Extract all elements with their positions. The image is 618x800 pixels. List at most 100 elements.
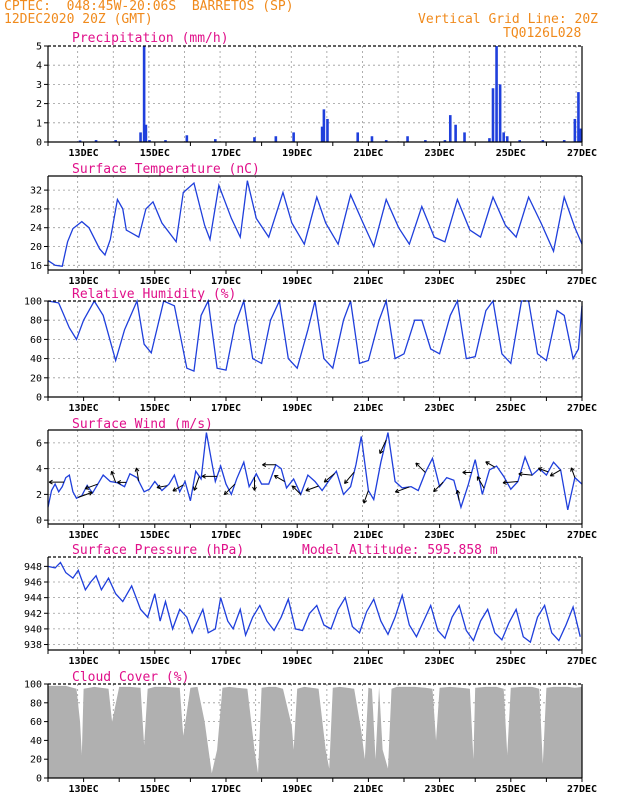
wind-arrow [201, 473, 218, 479]
x-tick-label: 19DEC [282, 784, 312, 795]
wind-arrow [262, 462, 276, 468]
x-tick-label: 13DEC [69, 148, 99, 159]
y-tick-label: 946 [24, 578, 42, 589]
x-tick-label: 21DEC [353, 148, 383, 159]
y-tick-label: 4 [36, 61, 42, 72]
panel-annotation: Model Altitude: 595.858 m [302, 543, 498, 558]
precip-bar [577, 92, 580, 142]
wind-arrow [291, 485, 302, 495]
cloud-cover-area [48, 685, 582, 778]
panel-1: Precipitation (mm/h) 0 1 2 3 4 5 13DEC 15DEC 17DE… [36, 31, 597, 159]
y-tick-label: 6 [36, 438, 42, 449]
x-tick-label: 23DEC [425, 656, 455, 667]
precip-bar [505, 136, 509, 142]
wind-arrows [48, 439, 576, 504]
header-grid-note: Vertical Grid Line: 20Z [418, 12, 599, 27]
x-tick-label: 25DEC [496, 530, 526, 541]
precip-bar [502, 132, 505, 142]
x-tick-label: 21DEC [353, 656, 383, 667]
wind-arrow [518, 471, 533, 477]
x-tick-label: 15DEC [140, 784, 170, 795]
grid-lines [48, 300, 582, 398]
x-tick-label: 23DEC [425, 148, 455, 159]
x-tick-label: 13DEC [69, 784, 99, 795]
precip-bar [185, 135, 189, 142]
panel-title: Precipitation (mm/h) [72, 31, 229, 46]
x-tick-label: 17DEC [211, 148, 241, 159]
precip-bar [424, 140, 427, 142]
wind-arrow [549, 469, 561, 477]
wind-arrow [223, 483, 236, 496]
x-tick-label: 23DEC [425, 276, 455, 287]
precip-bar [454, 124, 457, 142]
precip-bar [498, 84, 502, 142]
y-tick-label: 20 [30, 755, 42, 766]
grid-lines [48, 557, 582, 650]
x-tick-label: 27DEC [567, 784, 597, 795]
precip-bar [142, 46, 146, 142]
x-tick-label: 23DEC [425, 784, 455, 795]
precip-bar [148, 140, 151, 142]
y-tick-label: 942 [24, 609, 42, 620]
precip-bar [94, 140, 98, 142]
y-tick-label: 0 [36, 393, 42, 404]
precip-bar [384, 140, 388, 142]
panel-5: Surface Pressure (hPa) Model Altitude: 59… [24, 543, 597, 667]
precip-bar [114, 140, 117, 142]
wind-arrow [502, 480, 518, 485]
y-tick-label: 40 [30, 736, 42, 747]
x-tick-label: 21DEC [353, 784, 383, 795]
y-tick-label: 20 [30, 373, 42, 384]
grid-lines [48, 176, 582, 270]
panel-title: Cloud Cover (%) [72, 670, 189, 685]
precip-bar [463, 132, 466, 142]
x-tick-label: 21DEC [353, 403, 383, 414]
x-tick-label: 15DEC [140, 403, 170, 414]
wind-arrow [379, 439, 387, 454]
y-tick-label: 24 [30, 223, 42, 234]
wind-arrow [394, 486, 410, 494]
y-tick-label: 4 [36, 464, 42, 475]
precip-bar [578, 128, 582, 142]
precip-bar [253, 137, 256, 142]
precip-bar [448, 115, 452, 142]
x-tick-label: 27DEC [567, 403, 597, 414]
wind-arrow [84, 483, 99, 490]
y-tick-label: 80 [30, 698, 42, 709]
wind-arrow [305, 485, 319, 492]
x-tick-label: 19DEC [282, 148, 312, 159]
y-tick-label: 944 [24, 593, 42, 604]
panel-4: Surface Wind (m/s) 0 2 4 6 13DEC 15DEC 17DEC 19D… [36, 417, 597, 541]
precip-bar [322, 109, 326, 142]
panel-title: Surface Wind (m/s) [72, 417, 213, 432]
precip-bar [518, 140, 521, 142]
precip-bar [495, 46, 498, 142]
header-station: CPTEC: 048:45W-20:06S BARRETOS (SP) [4, 0, 294, 14]
series-line [47, 561, 581, 644]
wind-arrow [323, 473, 335, 483]
grid-lines [48, 45, 582, 143]
precip-bar [541, 140, 545, 142]
precip-bar [562, 140, 566, 142]
y-tick-label: 32 [30, 186, 42, 197]
x-tick-label: 15DEC [140, 656, 170, 667]
wind-arrow [462, 470, 472, 475]
x-tick-label: 13DEC [69, 276, 99, 287]
x-tick-label: 19DEC [282, 530, 312, 541]
y-tick-label: 0 [36, 516, 42, 527]
x-tick-label: 23DEC [425, 403, 455, 414]
precip-bar [164, 140, 167, 142]
y-tick-label: 948 [24, 562, 42, 573]
precip-bar [370, 136, 374, 142]
series-line [47, 180, 583, 267]
wind-arrow [485, 461, 496, 468]
x-tick-label: 21DEC [353, 530, 383, 541]
x-tick-label: 13DEC [69, 403, 99, 414]
y-tick-label: 60 [30, 335, 42, 346]
y-tick-label: 0 [36, 138, 42, 149]
y-tick-label: 2 [36, 99, 42, 110]
precip-bar [144, 124, 148, 142]
wind-arrow [156, 484, 168, 490]
panel-2: Surface Temperature (nC) 16 20 24 28 32 13DEC 1… [30, 162, 597, 287]
precip-bar [214, 139, 217, 142]
